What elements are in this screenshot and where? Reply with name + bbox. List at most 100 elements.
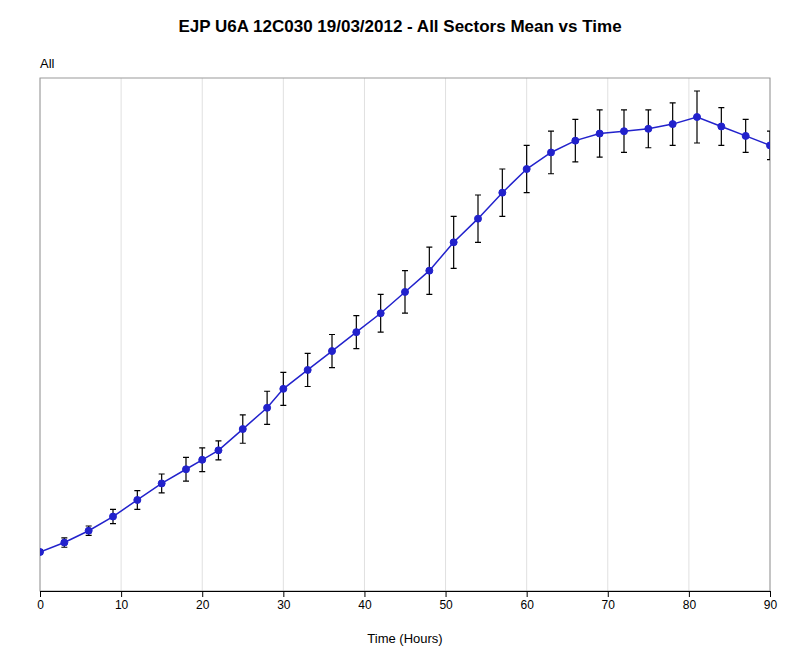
x-tick-label: 90 xyxy=(764,598,778,612)
point xyxy=(694,114,701,121)
grid-line xyxy=(121,78,122,591)
x-tick-mark xyxy=(527,591,528,597)
x-tick-label: 80 xyxy=(683,598,697,612)
error-bar xyxy=(264,391,270,424)
x-tick-mark xyxy=(446,591,447,597)
x-tick-mark xyxy=(202,591,203,597)
point xyxy=(767,142,771,149)
grid-line xyxy=(607,78,608,591)
x-axis-label: Time (Hours) xyxy=(367,631,442,646)
error-bar xyxy=(134,491,140,510)
point xyxy=(402,288,409,295)
point xyxy=(475,215,482,222)
grid-line xyxy=(445,78,446,591)
point xyxy=(280,385,287,392)
x-tick-label: 30 xyxy=(277,598,291,612)
point xyxy=(523,166,530,173)
point xyxy=(645,125,652,132)
error-bar xyxy=(61,538,67,547)
error-bar xyxy=(305,353,311,386)
x-tick-label: 0 xyxy=(37,598,44,612)
error-bar xyxy=(524,145,530,192)
point xyxy=(329,348,336,355)
error-bar xyxy=(499,169,505,216)
error-bar xyxy=(215,441,221,460)
x-tick-mark xyxy=(283,591,284,597)
error-bar xyxy=(621,110,627,153)
point xyxy=(110,513,117,520)
point xyxy=(669,121,676,128)
error-bar xyxy=(329,335,335,368)
error-bar xyxy=(426,247,432,294)
error-bar xyxy=(280,372,286,405)
point xyxy=(621,128,628,135)
point xyxy=(40,548,44,555)
x-tick-mark xyxy=(770,591,771,597)
x-tick: 40 xyxy=(358,591,372,612)
chart-svg: EJP U6A 12C030 19/03/2012 - All Sectors … xyxy=(0,0,800,661)
x-tick: 50 xyxy=(439,591,453,612)
grid xyxy=(40,78,770,591)
error-bar xyxy=(110,509,116,523)
point xyxy=(85,527,92,534)
plot-area: 0 10 20 30 40 50 60 70 80 90 xyxy=(37,78,778,612)
x-tick-mark xyxy=(689,591,690,597)
y-axis-label: All xyxy=(40,56,55,71)
point xyxy=(215,447,222,454)
error-bar xyxy=(572,119,578,162)
x-tick: 10 xyxy=(115,591,129,612)
point xyxy=(548,149,555,156)
point xyxy=(353,329,360,336)
x-tick-label: 20 xyxy=(196,598,210,612)
x-tick-label: 70 xyxy=(602,598,616,612)
error-bar xyxy=(353,316,359,349)
point xyxy=(239,426,246,433)
point xyxy=(718,123,725,130)
error-bar xyxy=(694,91,700,143)
point xyxy=(134,496,141,503)
error-bar xyxy=(548,131,554,174)
error-bar xyxy=(451,216,457,268)
plot-frame xyxy=(40,78,770,591)
point xyxy=(183,466,190,473)
error-bar xyxy=(240,415,246,443)
error-bar xyxy=(718,108,724,146)
chart-title: EJP U6A 12C030 19/03/2012 - All Sectors … xyxy=(178,17,621,36)
point xyxy=(264,404,271,411)
x-tick-mark xyxy=(608,591,609,597)
point xyxy=(426,267,433,274)
x-tick-mark xyxy=(364,591,365,597)
marks xyxy=(40,91,770,555)
point xyxy=(742,132,749,139)
x-tick: 60 xyxy=(520,591,534,612)
error-bar xyxy=(199,448,205,472)
x-tick: 30 xyxy=(277,591,291,612)
point xyxy=(158,480,165,487)
x-tick: 20 xyxy=(196,591,210,612)
error-bar xyxy=(645,110,651,148)
x-tick: 0 xyxy=(37,591,44,612)
point xyxy=(572,137,579,144)
grid-line xyxy=(202,78,203,591)
point xyxy=(199,456,206,463)
point xyxy=(499,189,506,196)
x-tick-mark xyxy=(40,591,41,597)
error-bar xyxy=(86,526,92,535)
error-bar xyxy=(767,131,770,159)
x-tick-mark xyxy=(121,591,122,597)
grid-line xyxy=(688,78,689,591)
x-tick-label: 60 xyxy=(520,598,534,612)
point xyxy=(377,310,384,317)
point xyxy=(596,130,603,137)
x-tick: 90 xyxy=(764,591,778,612)
x-axis-line xyxy=(41,592,771,598)
x-axis: 0 10 20 30 40 50 60 70 80 90 xyxy=(37,591,777,612)
x-tick: 70 xyxy=(602,591,616,612)
error-bar xyxy=(183,457,189,481)
point xyxy=(450,239,457,246)
series xyxy=(40,91,770,555)
error-bar xyxy=(743,119,749,152)
x-tick: 80 xyxy=(683,591,697,612)
x-tick-label: 50 xyxy=(439,598,453,612)
chart-container: EJP U6A 12C030 19/03/2012 - All Sectors … xyxy=(0,0,800,661)
